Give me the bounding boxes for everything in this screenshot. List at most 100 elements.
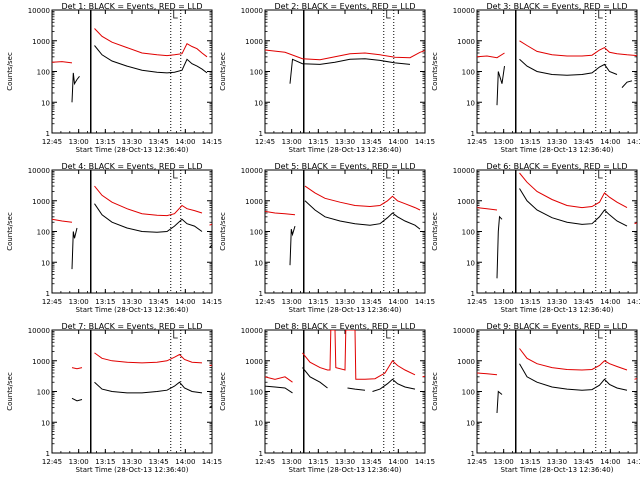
lld-series-line [52,219,72,222]
x-tick-label: 13:00 [69,138,89,146]
lld-series-line [95,186,203,216]
x-tick-label: 14:15 [202,458,222,466]
x-tick-label: 14:00 [175,298,195,306]
lld-series-line [72,368,82,369]
events-series-line [520,189,628,227]
x-tick-label: 14:15 [627,458,640,466]
y-axis-label: Counts/sec [6,52,14,91]
detector-panel: Det 8: BLACK = Events, RED = LLD11010010… [219,322,450,474]
events-series-line [290,226,295,265]
y-tick-label: 1 [259,290,263,298]
events-series-line [72,398,82,401]
events-series-line [622,81,632,88]
y-tick-label: 10000 [241,167,263,175]
plot-frame [52,10,212,133]
y-tick-label: 100 [37,69,50,77]
events-series-line [520,59,618,75]
y-tick-label: 10 [254,259,263,267]
x-axis-label: Start Time (28-Oct-13 12:36:40) [76,146,189,154]
y-tick-label: 10 [254,419,263,427]
y-tick-label: 1000 [32,358,50,366]
x-tick-label: 12:45 [467,298,487,306]
y-tick-label: 100 [462,69,475,77]
events-series-line [290,59,410,84]
y-tick-label: 10000 [453,167,475,175]
y-tick-label: 1000 [32,38,50,46]
plot-frame [265,170,425,293]
y-tick-label: 10 [466,99,475,107]
x-tick-label: 13:30 [335,458,355,466]
x-tick-label: 13:15 [95,298,115,306]
x-tick-label: 13:30 [335,298,355,306]
events-series-line [497,392,502,414]
y-tick-label: 10 [41,99,50,107]
y-axis-label: Counts/sec [219,372,227,411]
y-tick-label: 100 [462,229,475,237]
plot-frame [477,330,637,453]
x-axis-label: Start Time (28-Oct-13 12:36:40) [76,306,189,314]
y-axis-label: Counts/sec [219,52,227,91]
x-axis-label: Start Time (28-Oct-13 12:36:40) [289,466,402,474]
y-tick-label: 10 [466,419,475,427]
x-tick-label: 14:00 [175,138,195,146]
lld-series-line [265,50,425,60]
lld-series-line [95,353,203,363]
x-axis-label: Start Time (28-Oct-13 12:36:40) [501,146,614,154]
x-axis-label: Start Time (28-Oct-13 12:36:40) [289,146,402,154]
y-tick-label: 1000 [245,358,263,366]
events-series-line [210,404,220,408]
x-tick-label: 13:45 [362,298,382,306]
x-tick-label: 13:00 [494,458,514,466]
y-tick-label: 100 [37,229,50,237]
y-tick-label: 100 [250,229,263,237]
x-tick-label: 14:15 [415,298,435,306]
y-tick-label: 10 [254,99,263,107]
y-tick-label: 1 [46,290,50,298]
marker-corner-tick [387,170,391,178]
x-tick-label: 13:15 [520,138,540,146]
x-tick-label: 13:15 [95,138,115,146]
x-tick-label: 14:15 [415,458,435,466]
x-tick-label: 14:15 [202,138,222,146]
marker-corner-tick [174,170,178,178]
x-tick-label: 13:30 [547,298,567,306]
x-axis-label: Start Time (28-Oct-13 12:36:40) [501,466,614,474]
detector-panel: Det 1: BLACK = Events, RED = LLD11010010… [6,2,242,154]
y-axis-label: Counts/sec [431,372,439,411]
y-tick-label: 1000 [245,38,263,46]
y-tick-label: 10000 [28,167,50,175]
y-axis-label: Counts/sec [219,212,227,251]
x-tick-label: 13:15 [308,138,328,146]
y-tick-label: 1 [46,450,50,458]
x-tick-label: 14:00 [600,458,620,466]
x-tick-label: 12:45 [42,138,62,146]
x-tick-label: 13:30 [122,298,142,306]
y-tick-label: 10000 [28,327,50,335]
y-axis-label: Counts/sec [431,52,439,91]
x-tick-label: 14:15 [627,138,640,146]
y-tick-label: 100 [250,69,263,77]
x-tick-label: 14:15 [627,298,640,306]
lld-series-line [477,208,497,210]
y-tick-label: 10 [41,419,50,427]
lld-series-line [303,330,416,379]
x-tick-label: 13:15 [308,458,328,466]
y-axis-label: Counts/sec [6,372,14,411]
x-tick-label: 12:45 [467,138,487,146]
x-tick-label: 13:30 [335,138,355,146]
y-tick-label: 10000 [28,7,50,15]
detector-panel: Det 3: BLACK = Events, RED = LLD11010010… [431,2,640,154]
x-tick-label: 13:15 [95,458,115,466]
marker-corner-tick [599,10,603,18]
y-tick-label: 10000 [453,327,475,335]
x-tick-label: 13:45 [149,458,169,466]
x-tick-label: 13:00 [282,458,302,466]
lld-series-line [477,53,505,58]
x-tick-label: 14:00 [388,298,408,306]
x-tick-label: 12:45 [467,458,487,466]
x-tick-label: 12:45 [42,458,62,466]
y-tick-label: 1 [259,130,263,138]
y-tick-label: 1 [471,290,475,298]
y-axis-label: Counts/sec [431,212,439,251]
